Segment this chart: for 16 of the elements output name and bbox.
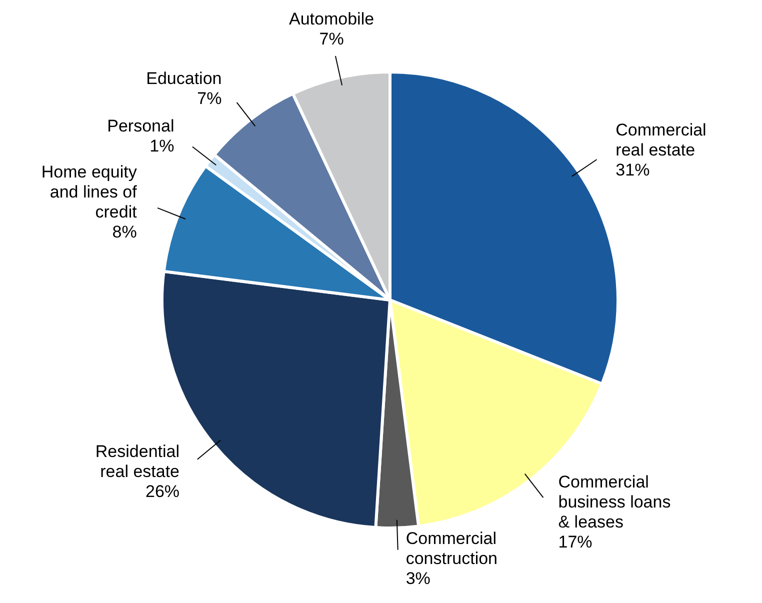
data-label: 26% [145,482,180,501]
slice-label: Commercial real estate [616,120,706,160]
data-label: 17% [558,532,592,552]
slice-label: Personal [107,116,174,136]
data-label: 7% [319,29,344,48]
data-label: 7% [197,89,222,108]
slice-label: Commercial business loans & leases [558,472,671,532]
data-label: 1% [150,136,174,156]
data-label: 3% [406,568,430,588]
data-label: 8% [112,222,137,242]
data-label: 31% [616,160,650,180]
slice-label: Residential real estate [95,442,180,481]
slice-label: Automobile [289,9,374,28]
slice-label: Education [146,69,222,88]
slice-label: Commercial construction [406,528,498,568]
slice-label: Home equity and lines of credit [41,162,138,222]
